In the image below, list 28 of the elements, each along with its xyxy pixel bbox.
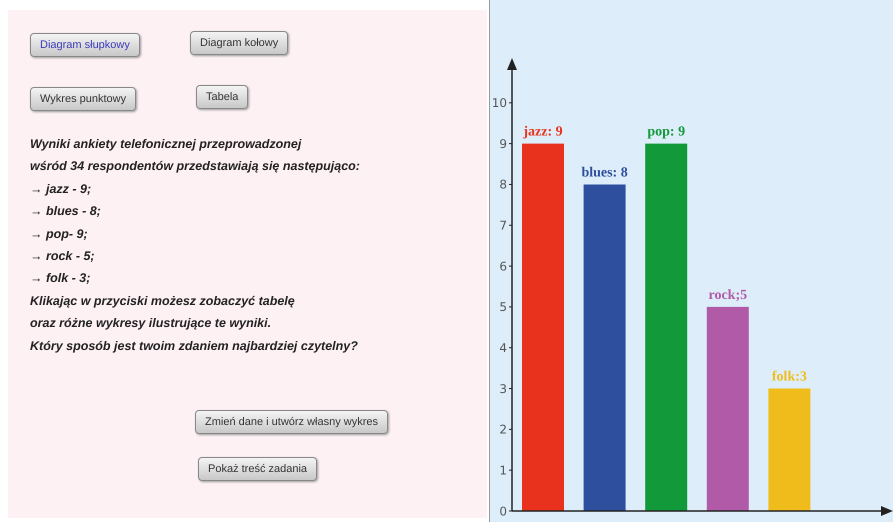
y-tick-label: 9 xyxy=(499,136,507,151)
bar xyxy=(645,144,688,511)
y-tick-label: 4 xyxy=(499,340,507,355)
text: Diagram słupkowy xyxy=(30,33,140,57)
y-tick-label: 2 xyxy=(499,422,507,437)
data-label: jazz: 9 xyxy=(522,124,563,140)
data-label: folk:3 xyxy=(772,370,807,385)
data-label: rock;5 xyxy=(708,288,748,303)
bar xyxy=(768,388,810,511)
bar xyxy=(522,144,564,511)
y-tick-label: 10 xyxy=(492,96,507,110)
y-tick-label: 7 xyxy=(499,218,507,233)
bar xyxy=(584,184,626,511)
data-label: pop: 9 xyxy=(647,124,686,140)
text: Diagram kołowy xyxy=(190,31,288,55)
y-tick-label: 0 xyxy=(499,504,507,518)
bar xyxy=(706,306,749,511)
y-tick-label: 5 xyxy=(499,300,507,314)
text: Wyniki ankiety telefonicznej przeprowadzonej wśród 34 respondentów przedstawiają się następująco: → jazz - 9; → blues - 8; → pop- 9; → rock - 5; → folk - 3; Klikając w przyciski możesz zobaczyć tabelę oraz różne wykresy ilustrujące te wyniki. Który sposób jest twoim zdaniem najbardziej czytelny? xyxy=(30,137,360,353)
data-label: blues: 8 xyxy=(581,165,628,180)
y-tick-label: 6 xyxy=(499,259,507,274)
text: Tabela xyxy=(196,85,248,109)
text: Pokaż treść zadania xyxy=(198,457,318,481)
text: Wykres punktowy xyxy=(30,87,136,111)
text: Zmień dane i utwórz własny wykres xyxy=(195,410,388,434)
y-tick-label: 1 xyxy=(499,463,507,478)
y-tick-label: 8 xyxy=(499,178,507,192)
y-tick-label: 3 xyxy=(499,382,507,396)
